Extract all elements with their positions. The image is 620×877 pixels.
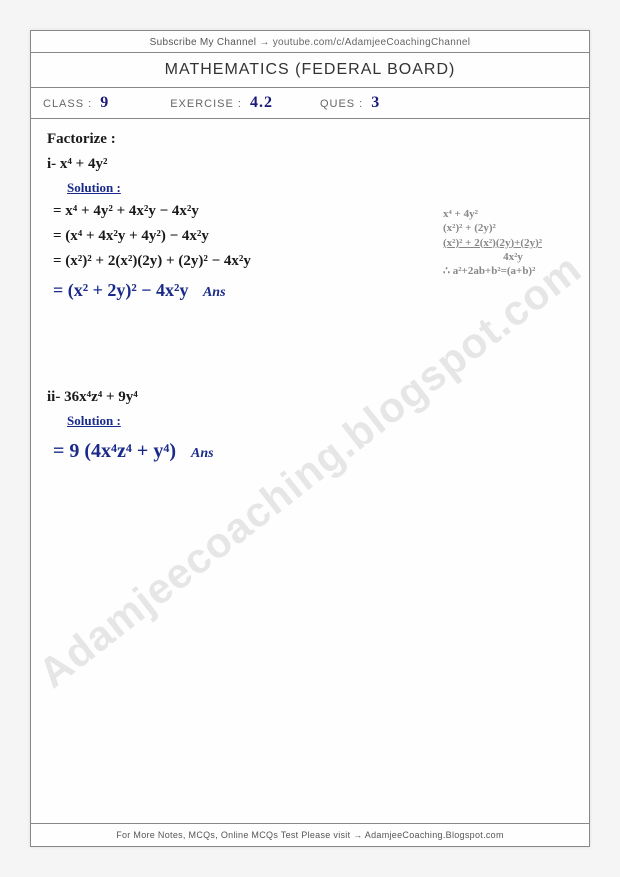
p2-expr: 36x⁴z⁴ + 9y⁴ xyxy=(64,389,138,405)
meta-class: CLASS : 9 xyxy=(43,94,140,112)
side-l4: 4x²y xyxy=(443,250,583,264)
worksheet-page: Subscribe My Channel → youtube.com/c/Ada… xyxy=(30,30,590,847)
exercise-label: EXERCISE : xyxy=(170,98,242,110)
p2-ans-label: Ans xyxy=(191,446,214,461)
p1-num: i- xyxy=(47,156,56,172)
footer-text: For More Notes, MCQs, Online MCQs Test P… xyxy=(116,830,504,840)
p1-ans-label: Ans xyxy=(203,285,226,300)
side-l5: ∴ a²+2ab+b²=(a+b)² xyxy=(443,264,583,278)
subscribe-text: Subscribe My Channel → xyxy=(150,37,270,48)
problem-1-header: i- x⁴ + 4y² xyxy=(47,154,573,175)
p2-step1: = 9 (4x⁴z⁴ + y⁴) xyxy=(53,440,176,462)
side-l2: (x²)² + (2y)² xyxy=(443,221,583,235)
p1-expr: x⁴ + 4y² xyxy=(60,156,108,172)
instruction-text: Factorize : xyxy=(47,131,116,147)
footer: For More Notes, MCQs, Online MCQs Test P… xyxy=(31,823,589,846)
subscribe-link[interactable]: youtube.com/c/AdamjeeCoachingChannel xyxy=(273,37,471,48)
p1-solution-label: Solution : xyxy=(67,179,573,197)
p1-answer-line: = (x² + 2y)² − 4x²y Ans xyxy=(53,278,573,303)
side-l3: (x²)² + 2(x²)(2y)+(2y)² xyxy=(443,236,583,250)
page-title: MATHEMATICS (FEDERAL BOARD) xyxy=(31,53,589,88)
class-value: 9 xyxy=(100,94,140,112)
side-working: x⁴ + 4y² (x²)² + (2y)² (x²)² + 2(x²)(2y)… xyxy=(443,207,583,278)
p2-answer-line: = 9 (4x⁴z⁴ + y⁴) Ans xyxy=(53,437,573,465)
meta-ques: QUES : 3 xyxy=(320,94,411,112)
class-label: CLASS : xyxy=(43,98,92,110)
ques-label: QUES : xyxy=(320,98,363,110)
meta-row: CLASS : 9 EXERCISE : 4.2 QUES : 3 xyxy=(31,88,589,119)
header-subscribe: Subscribe My Channel → youtube.com/c/Ada… xyxy=(31,31,589,53)
side-l1: x⁴ + 4y² xyxy=(443,207,583,221)
p1-step4: = (x² + 2y)² − 4x²y xyxy=(53,280,188,300)
p2-solution-label: Solution : xyxy=(67,412,573,430)
ques-value: 3 xyxy=(371,94,411,112)
problem-2-header: ii- 36x⁴z⁴ + 9y⁴ xyxy=(47,387,573,408)
instruction: Factorize : xyxy=(47,129,573,150)
content-area: Adamjeecoaching.blogspot.com Factorize :… xyxy=(31,119,589,823)
exercise-value: 4.2 xyxy=(250,94,290,112)
meta-exercise: EXERCISE : 4.2 xyxy=(170,94,290,112)
p2-num: ii- xyxy=(47,389,60,405)
